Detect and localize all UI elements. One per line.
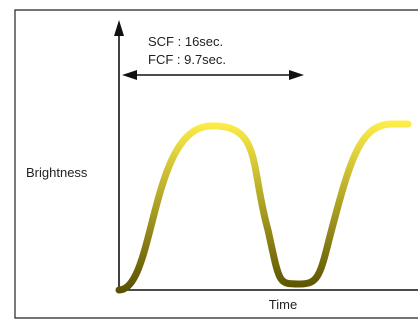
- brightness-curve: [115, 120, 412, 294]
- period-arrow-right-head: [289, 70, 304, 80]
- annotation-scf: SCF : 16sec.: [148, 34, 223, 49]
- annotation-fcf: FCF : 9.7sec.: [148, 52, 226, 67]
- y-axis-label: Brightness: [26, 165, 88, 180]
- x-axis-label: Time: [269, 297, 297, 312]
- y-axis-arrowhead: [114, 20, 124, 36]
- frame-border: [14, 9, 418, 319]
- period-arrow-left-head: [122, 70, 137, 80]
